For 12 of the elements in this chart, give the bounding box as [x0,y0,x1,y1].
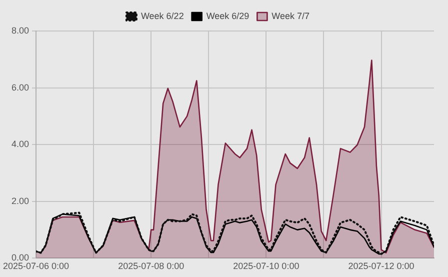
y-tick-label: 0.00 [11,252,30,263]
x-tick-label: 2025-07-10 0:00 [233,261,300,272]
x-tick-label: 2025-07-06 0:00 [2,261,70,272]
y-tick-label: 2.00 [11,196,30,206]
y-tick-label: 4.00 [11,139,30,150]
legend-label: Week 6/29 [206,10,250,21]
y-tick-label: 6.00 [11,82,30,92]
legend-label: Week 7/7 [272,10,310,21]
x-tick-label: 2025-07-12 0:00 [348,261,414,272]
legend-label: Week 6/22 [140,10,184,21]
y-tick-label: 8.00 [11,25,30,36]
x-tick-label: 2025-07-08 0:00 [118,261,184,272]
